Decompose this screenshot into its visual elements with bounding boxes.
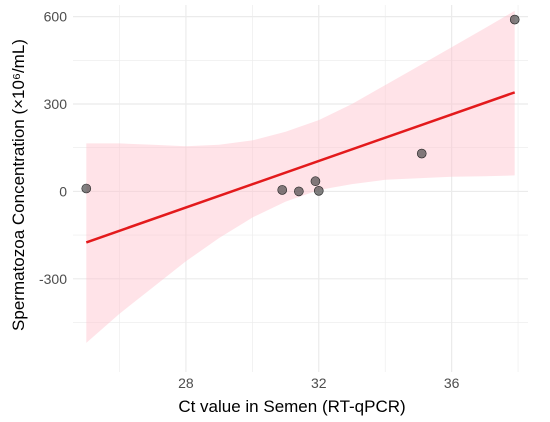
data-points — [81, 14, 520, 197]
data-point — [277, 185, 288, 195]
y-axis-title: Spermatozoa Concentration (×10⁶/mL) — [9, 39, 28, 331]
y-tick-label: 600 — [44, 9, 68, 25]
x-tick-label: 28 — [178, 375, 194, 391]
data-point — [509, 14, 520, 25]
x-tick-labels: 28 32 36 — [178, 375, 459, 391]
y-tick-label: 0 — [59, 183, 67, 199]
y-tick-label: 300 — [44, 96, 68, 112]
data-point — [310, 176, 321, 187]
regression-line — [85, 91, 516, 244]
confidence-band — [86, 10, 515, 343]
data-point — [416, 148, 427, 159]
x-tick-label: 32 — [311, 375, 327, 391]
x-axis-title: Ct value in Semen (RT-qPCR) — [178, 397, 405, 416]
data-point — [294, 186, 304, 197]
y-tick-label: -300 — [39, 271, 67, 287]
y-tick-labels: -300 0 300 600 — [39, 9, 67, 287]
data-point — [81, 183, 92, 194]
data-point — [313, 186, 324, 196]
x-tick-label: 36 — [444, 375, 460, 391]
